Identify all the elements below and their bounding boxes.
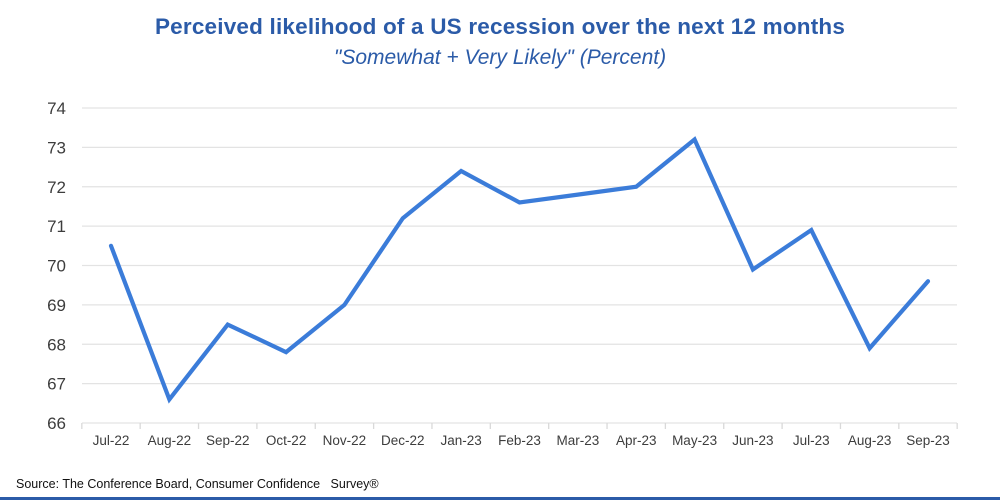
x-axis-tick-label: Nov-22 bbox=[323, 433, 367, 448]
y-axis-tick-label: 71 bbox=[47, 217, 66, 236]
x-axis-tick-label: Jul-22 bbox=[93, 433, 130, 448]
y-axis-tick-label: 68 bbox=[47, 335, 66, 354]
x-axis-tick-label: Sep-23 bbox=[906, 433, 950, 448]
x-axis-tick-label: Apr-23 bbox=[616, 433, 657, 448]
y-axis-tick-label: 67 bbox=[47, 375, 66, 394]
x-axis-tick-label: Jan-23 bbox=[441, 433, 482, 448]
y-axis-tick-label: 66 bbox=[47, 414, 66, 433]
x-axis-tick-label: Mar-23 bbox=[556, 433, 599, 448]
x-axis-tick-label: Feb-23 bbox=[498, 433, 541, 448]
x-axis-tick-label: Aug-23 bbox=[848, 433, 892, 448]
source-note: Source: The Conference Board, Consumer C… bbox=[16, 477, 379, 491]
y-axis-tick-label: 74 bbox=[47, 99, 66, 118]
x-axis-tick-label: May-23 bbox=[672, 433, 717, 448]
y-axis-tick-label: 73 bbox=[47, 138, 66, 157]
bottom-divider bbox=[0, 497, 1000, 500]
y-axis-tick-label: 72 bbox=[47, 178, 66, 197]
data-line bbox=[108, 136, 931, 404]
x-axis-tick-label: Aug-22 bbox=[148, 433, 192, 448]
x-axis-tick-label: Jun-23 bbox=[732, 433, 773, 448]
y-axis-tick-label: 69 bbox=[47, 296, 66, 315]
y-axis-tick-label: 70 bbox=[47, 257, 66, 276]
x-axis-tick-label: Sep-22 bbox=[206, 433, 250, 448]
x-axis-tick-label: Jul-23 bbox=[793, 433, 830, 448]
chart-title: Perceived likelihood of a US recession o… bbox=[154, 14, 846, 39]
x-axis-tick-label: Dec-22 bbox=[381, 433, 425, 448]
chart-subtitle: "Somewhat + Very Likely" (Percent) bbox=[333, 46, 667, 69]
x-axis-tick-label: Oct-22 bbox=[266, 433, 307, 448]
